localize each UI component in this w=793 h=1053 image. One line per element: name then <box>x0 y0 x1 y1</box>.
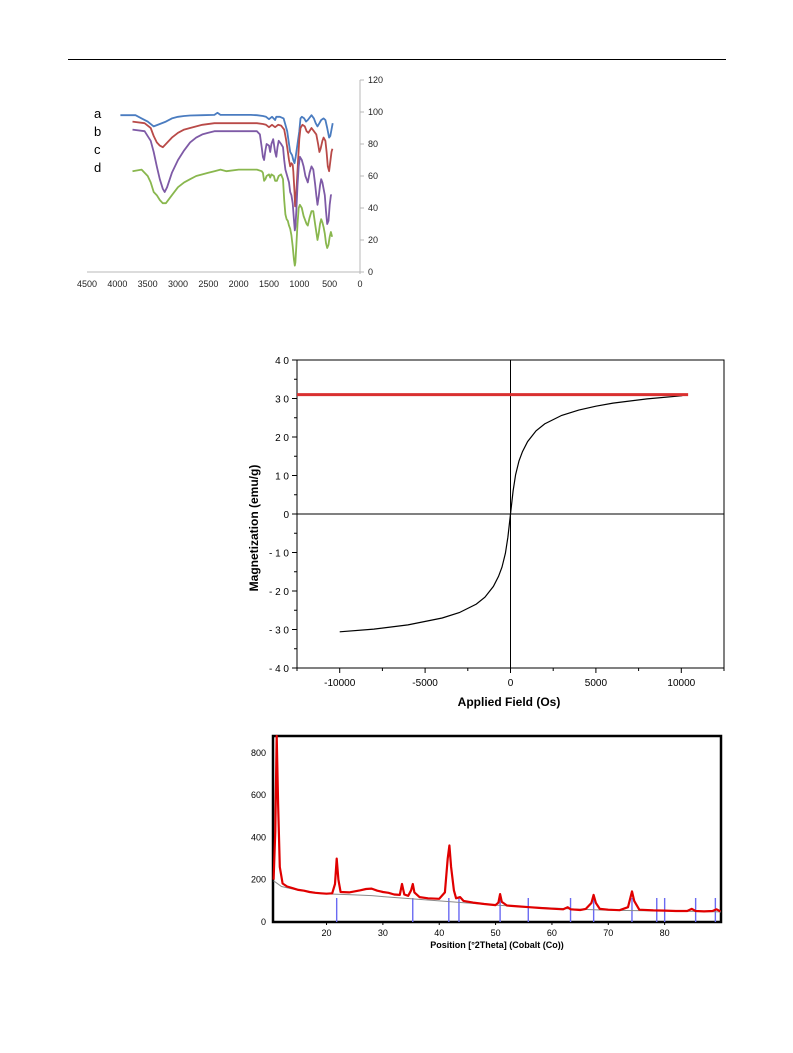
xrd-y-tick-label: 0 <box>261 917 266 927</box>
ftir-x-tick-label: 0 <box>357 279 362 289</box>
magnetization-y-tick-label: - 3 0 <box>269 626 289 637</box>
ftir-x-tick-label: 4500 <box>77 279 97 289</box>
ftir-y-tick-label: 60 <box>368 171 378 181</box>
magnetization-x-tick-label: -10000 <box>324 678 356 689</box>
xrd-x-tick-label: 70 <box>603 928 613 938</box>
ftir-x-tick-label: 2000 <box>229 279 249 289</box>
xrd-axes: 0 200 400 600 800 20 30 40 50 60 70 80 <box>251 734 723 938</box>
xrd-x-tick-label: 50 <box>491 928 501 938</box>
ftir-series <box>120 111 334 267</box>
xrd-x-tick-label: 20 <box>322 928 332 938</box>
magnetization-y-tick-label: 4 0 <box>275 356 289 367</box>
ftir-series-line-c <box>132 128 332 232</box>
magnetization-y-tick-label: - 1 0 <box>269 549 289 560</box>
page-header-rule <box>68 59 726 60</box>
ftir-x-tick-label: 500 <box>322 279 337 289</box>
magnetization-curve-0 <box>339 394 687 633</box>
magnetization-x-axis-label: Applied Field (Os) <box>458 695 561 709</box>
ftir-x-tick-label: 2500 <box>198 279 218 289</box>
ftir-y-tick-label: 0 <box>368 267 373 277</box>
magnetization-x-tick-label: 0 <box>508 678 514 689</box>
ftir-y-tick-label: 20 <box>368 235 378 245</box>
magnetization-y-tick-label: - 4 0 <box>269 664 289 675</box>
magnetization-y-axis-label: Magnetization (emu/g) <box>247 465 261 592</box>
ftir-x-tick-label: 1500 <box>259 279 279 289</box>
ftir-y-tick-label: 40 <box>368 203 378 213</box>
xrd-plot-frame <box>271 734 723 924</box>
magnetization-x-tick-label: 10000 <box>667 678 695 689</box>
xrd-observed-pattern <box>272 734 721 913</box>
magnetization-y-tick-label: 0 <box>283 510 289 521</box>
magnetization-y-tick-label: 2 0 <box>275 433 289 444</box>
ftir-legend-label-c: c <box>94 142 101 157</box>
magnetization-y-tick-label: 3 0 <box>275 395 289 406</box>
ftir-x-tick-label: 3000 <box>168 279 188 289</box>
ftir-y-tick-label: 120 <box>368 75 383 85</box>
ftir-series-line-a <box>120 111 334 165</box>
xrd-y-tick-label: 400 <box>251 832 266 842</box>
ftir-legend-label-b: b <box>94 124 101 139</box>
xrd-x-tick-label: 80 <box>660 928 670 938</box>
xrd-x-tick-label: 30 <box>378 928 388 938</box>
magnetization-x-tick-label: -5000 <box>412 678 438 689</box>
xrd-x-tick-label: 60 <box>547 928 557 938</box>
ftir-y-tick-label: 80 <box>368 139 378 149</box>
xrd-x-axis-label: Position [°2Theta] (Cobalt (Co)) <box>430 940 564 950</box>
xrd-x-tick-label: 40 <box>434 928 444 938</box>
ftir-y-tick-label: 100 <box>368 107 383 117</box>
xrd-y-tick-label: 200 <box>251 875 266 885</box>
ftir-series-line-d <box>132 168 333 267</box>
ftir-axes: 4500 4000 3500 3000 2500 2000 1500 1000 500 00 20 4… <box>77 75 383 289</box>
xrd-y-tick-label: 600 <box>251 790 266 800</box>
magnetization-y-tick-label: - 2 0 <box>269 587 289 598</box>
ftir-series-line-b <box>132 120 334 208</box>
ftir-legend-label-a: a <box>94 106 102 121</box>
magnetization-y-tick-label: 1 0 <box>275 472 289 483</box>
magnetization-series <box>297 393 689 633</box>
ftir-x-tick-label: 4000 <box>107 279 127 289</box>
xrd-series <box>272 734 722 922</box>
ftir-legend-label-d: d <box>94 160 101 175</box>
ftir-x-tick-label: 3500 <box>138 279 158 289</box>
ftir-x-tick-label: 1000 <box>289 279 309 289</box>
xrd-y-tick-label: 800 <box>251 748 266 758</box>
xrd-background-line <box>273 880 722 913</box>
magnetization-x-tick-label: 5000 <box>585 678 608 689</box>
